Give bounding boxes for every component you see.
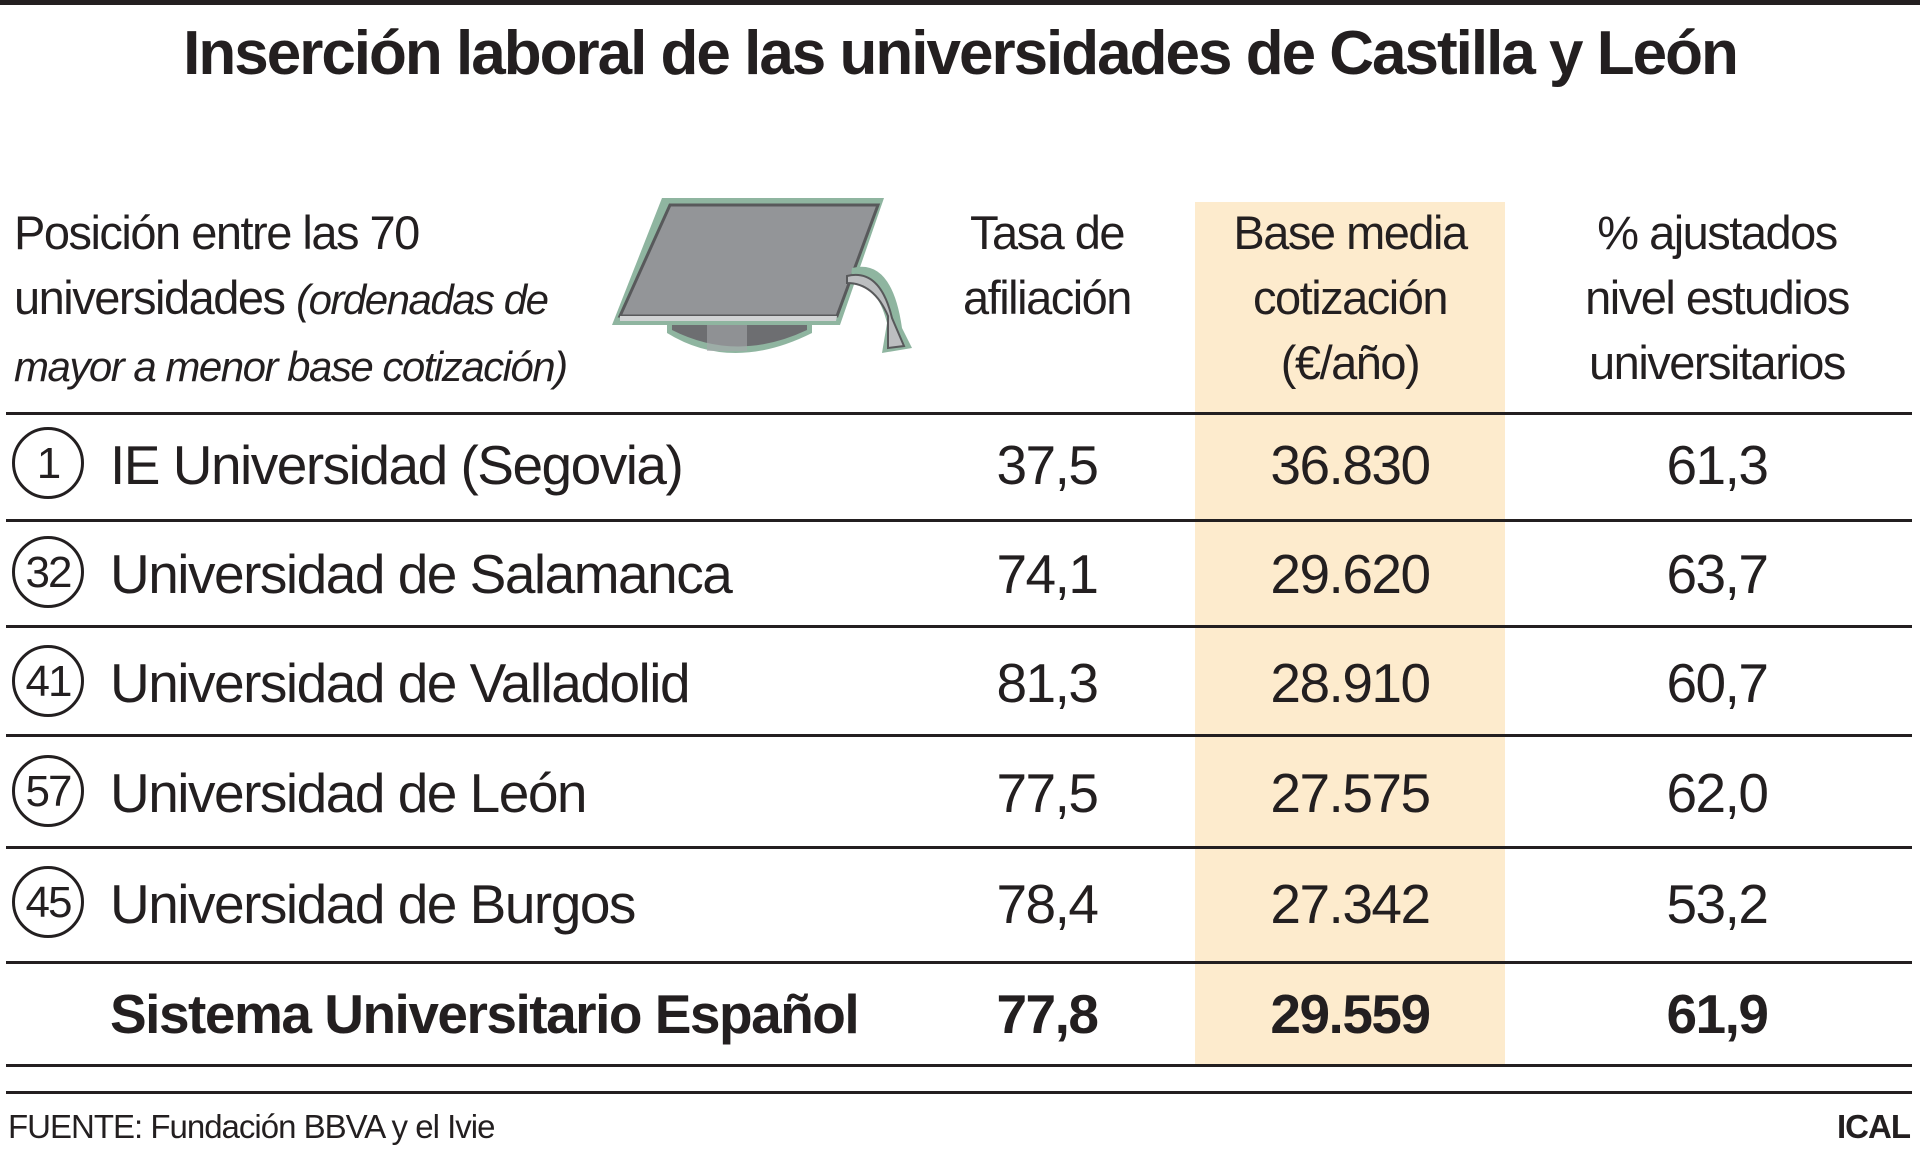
adjusted-value: 53,2 [1666,873,1769,935]
graduation-cap-icon [612,198,912,353]
base-value: 27.575 [1270,762,1431,824]
top-rule [0,0,1920,5]
adjusted-header-line: nivel estudios [1585,271,1850,324]
affiliation-value: 37,5 [996,434,1099,496]
header-divider [6,412,1912,415]
affiliation-value: 78,4 [996,873,1099,935]
table-row: 41 Universidad de Valladolid 81,3 28.910… [0,633,1920,733]
credit: ICAL [1837,1108,1911,1145]
row-divider [6,625,1912,628]
row-divider [6,961,1912,964]
footer-rule [6,1091,1912,1094]
university-name: Universidad de Burgos [110,873,636,935]
affiliation-value: 74,1 [996,543,1099,605]
adjusted-value: 61,3 [1666,434,1769,496]
affiliation-header: Tasa de afiliación [887,200,1207,330]
adjusted-header: % ajustados nivel estudios universitario… [1557,200,1877,395]
table-row: 1 IE Universidad (Segovia) 37,5 36.830 6… [0,415,1920,515]
table-bottom-rule [6,1064,1912,1067]
source-note: FUENTE: Fundación BBVA y el Ivie [8,1108,495,1145]
base-header-line: (€/año) [1280,336,1421,389]
base-header-line: cotización [1253,271,1449,324]
rank-badge: 45 [12,866,84,938]
rank-badge: 32 [12,536,84,608]
base-header-line: Base media [1233,206,1468,259]
table-row: 57 Universidad de León 77,5 27.575 62,0 [0,743,1920,843]
position-label: Posición entre las 70 universidades [14,206,420,324]
total-affiliation: 77,8 [996,983,1099,1045]
adjusted-value: 62,0 [1666,762,1769,824]
rank-badge: 41 [12,645,84,717]
university-name: Universidad de León [110,762,588,824]
total-name: Sistema Universitario Español [110,983,860,1045]
total-base: 29.559 [1270,983,1431,1045]
page-title: Inserción laboral de las universidades d… [183,19,1739,88]
total-row: Sistema Universitario Español 77,8 29.55… [0,964,1920,1064]
base-value: 29.620 [1270,543,1431,605]
adjusted-header-line: % ajustados [1597,206,1838,259]
rank-badge: 57 [12,755,84,827]
base-value: 36.830 [1270,434,1431,496]
base-header: Base media cotización (€/año) [1190,200,1510,395]
university-name: Universidad de Valladolid [110,652,691,714]
adjusted-value: 63,7 [1666,543,1769,605]
table-row: 32 Universidad de Salamanca 74,1 29.620 … [0,524,1920,624]
table-row: 45 Universidad de Burgos 78,4 27.342 53,… [0,854,1920,954]
row-divider [6,734,1912,737]
base-column-highlight [1195,202,1505,1064]
affiliation-header-line: Tasa de [969,206,1126,259]
row-divider [6,519,1912,522]
base-value: 28.910 [1270,652,1431,714]
affiliation-header-line: afiliación [963,271,1132,324]
position-header: Posición entre las 70 universidades (ord… [14,200,634,399]
total-adjusted: 61,9 [1666,983,1769,1045]
position-note: (ordenadas de mayor a menor base cotizac… [14,276,568,390]
university-name: Universidad de Salamanca [110,543,733,605]
adjusted-header-line: universitarios [1589,336,1846,389]
affiliation-value: 81,3 [996,652,1099,714]
row-divider [6,846,1912,849]
base-value: 27.342 [1270,873,1431,935]
affiliation-value: 77,5 [996,762,1099,824]
rank-badge: 1 [12,427,84,499]
university-name: IE Universidad (Segovia) [110,434,684,496]
adjusted-value: 60,7 [1666,652,1769,714]
